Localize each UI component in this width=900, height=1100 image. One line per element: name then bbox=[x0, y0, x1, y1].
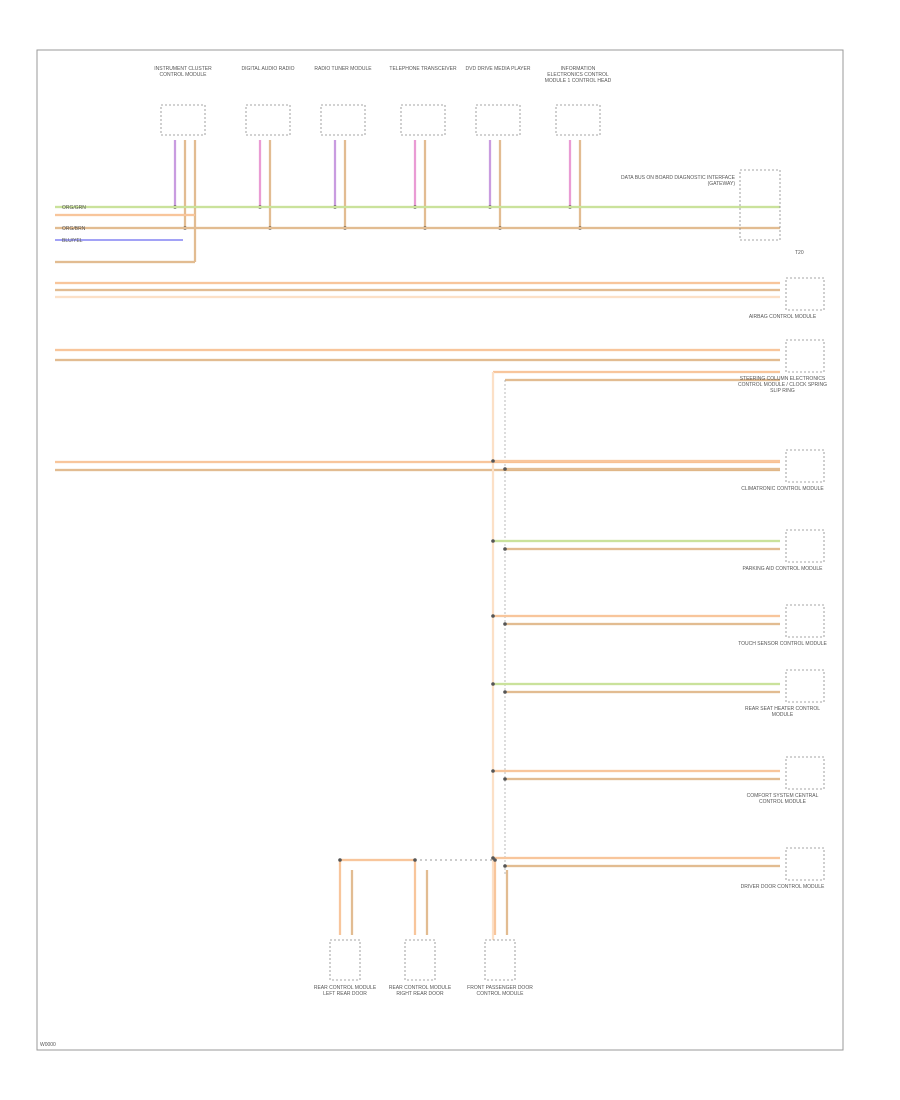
label: TELEPHONE TRANSCEIVER bbox=[389, 66, 457, 72]
splice bbox=[338, 858, 342, 862]
splice bbox=[413, 858, 417, 862]
frame bbox=[36, 49, 844, 1051]
splice bbox=[503, 864, 507, 868]
splice bbox=[491, 682, 495, 686]
module-box bbox=[404, 939, 436, 981]
splice bbox=[491, 539, 495, 543]
label: TOUCH SENSOR CONTROL MODULE bbox=[738, 641, 827, 647]
label: CLIMATRONIC CONTROL MODULE bbox=[741, 486, 824, 492]
splice bbox=[491, 459, 495, 463]
module-box bbox=[785, 529, 825, 563]
label: BLU/YEL bbox=[62, 238, 83, 244]
label: STEERING COLUMN ELECTRONICS CONTROL MODU… bbox=[738, 376, 827, 394]
splice bbox=[493, 858, 497, 862]
module-box bbox=[785, 277, 825, 311]
label: REAR SEAT HEATER CONTROL MODULE bbox=[744, 706, 820, 718]
label: FRONT PASSENGER DOOR CONTROL MODULE bbox=[467, 985, 533, 997]
label: PARKING AID CONTROL MODULE bbox=[742, 566, 823, 572]
splice bbox=[503, 467, 507, 471]
module-box bbox=[785, 847, 825, 881]
module-box bbox=[785, 756, 825, 790]
label: DIGITAL AUDIO RADIO bbox=[241, 66, 295, 72]
module-box bbox=[785, 449, 825, 483]
label: ORG/GRN bbox=[62, 205, 86, 211]
splice bbox=[503, 777, 507, 781]
splice bbox=[503, 690, 507, 694]
label: COMFORT SYSTEM CENTRAL CONTROL MODULE bbox=[746, 793, 819, 805]
module-box bbox=[329, 939, 361, 981]
module-box bbox=[320, 104, 366, 136]
splice bbox=[503, 547, 507, 551]
module-box bbox=[785, 669, 825, 703]
label: RADIO TUNER MODULE bbox=[314, 66, 372, 72]
module-box bbox=[785, 604, 825, 638]
label: W0000 bbox=[40, 1042, 56, 1048]
module-box bbox=[739, 169, 781, 241]
label: DRIVER DOOR CONTROL MODULE bbox=[740, 884, 825, 890]
module-box bbox=[400, 104, 446, 136]
label: INSTRUMENT CLUSTER CONTROL MODULE bbox=[154, 66, 212, 78]
label: ORG/BRN bbox=[62, 226, 86, 232]
module-box bbox=[785, 339, 825, 373]
label: INFORMATION ELECTRONICS CONTROL MODULE 1… bbox=[544, 66, 612, 84]
splice bbox=[491, 769, 495, 773]
label: REAR CONTROL MODULE LEFT REAR DOOR bbox=[313, 985, 377, 997]
label: DVD DRIVE MEDIA PLAYER bbox=[465, 66, 531, 72]
module-box bbox=[484, 939, 516, 981]
label: AIRBAG CONTROL MODULE bbox=[748, 314, 817, 320]
module-box bbox=[475, 104, 521, 136]
splice bbox=[491, 614, 495, 618]
module-box bbox=[245, 104, 291, 136]
module-box bbox=[555, 104, 601, 136]
label: REAR CONTROL MODULE RIGHT REAR DOOR bbox=[388, 985, 452, 997]
splice bbox=[503, 622, 507, 626]
label: DATA BUS ON BOARD DIAGNOSTIC INTERFACE (… bbox=[621, 175, 735, 187]
module-box bbox=[160, 104, 206, 136]
label: T20 bbox=[795, 250, 804, 256]
